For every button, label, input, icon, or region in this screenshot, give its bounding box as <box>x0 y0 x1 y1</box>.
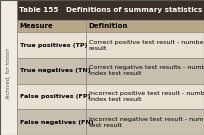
Text: Table 155   Definitions of summary statistics for diag: Table 155 Definitions of summary statist… <box>19 7 204 13</box>
Text: Measure: Measure <box>20 23 53 29</box>
Text: True positives (TP): True positives (TP) <box>20 43 87 48</box>
Bar <box>17 58 86 84</box>
Text: Incorrect negative test result - number w
test result: Incorrect negative test result - number … <box>89 117 204 128</box>
Text: False negatives (FN): False negatives (FN) <box>20 120 93 125</box>
Bar <box>86 32 204 58</box>
Text: Correct positive test result - number wi
result: Correct positive test result - number wi… <box>89 40 204 51</box>
Bar <box>86 58 204 84</box>
Bar <box>17 109 86 135</box>
Bar <box>17 0 204 20</box>
Bar <box>86 20 204 32</box>
Text: Archived, for histori: Archived, for histori <box>6 48 11 100</box>
Bar <box>17 32 86 58</box>
Text: Definition: Definition <box>89 23 128 29</box>
Text: True negatives (TN): True negatives (TN) <box>20 68 90 73</box>
Text: Correct negative test results - number wi
index test result: Correct negative test results - number w… <box>89 65 204 76</box>
Bar <box>17 20 86 32</box>
Bar <box>86 109 204 135</box>
Bar <box>86 84 204 109</box>
Text: False positives (FP): False positives (FP) <box>20 94 90 99</box>
Bar <box>0 0 17 135</box>
Text: Incorrect positive test result - number wi
index test result: Incorrect positive test result - number … <box>89 91 204 102</box>
Bar <box>17 84 86 109</box>
